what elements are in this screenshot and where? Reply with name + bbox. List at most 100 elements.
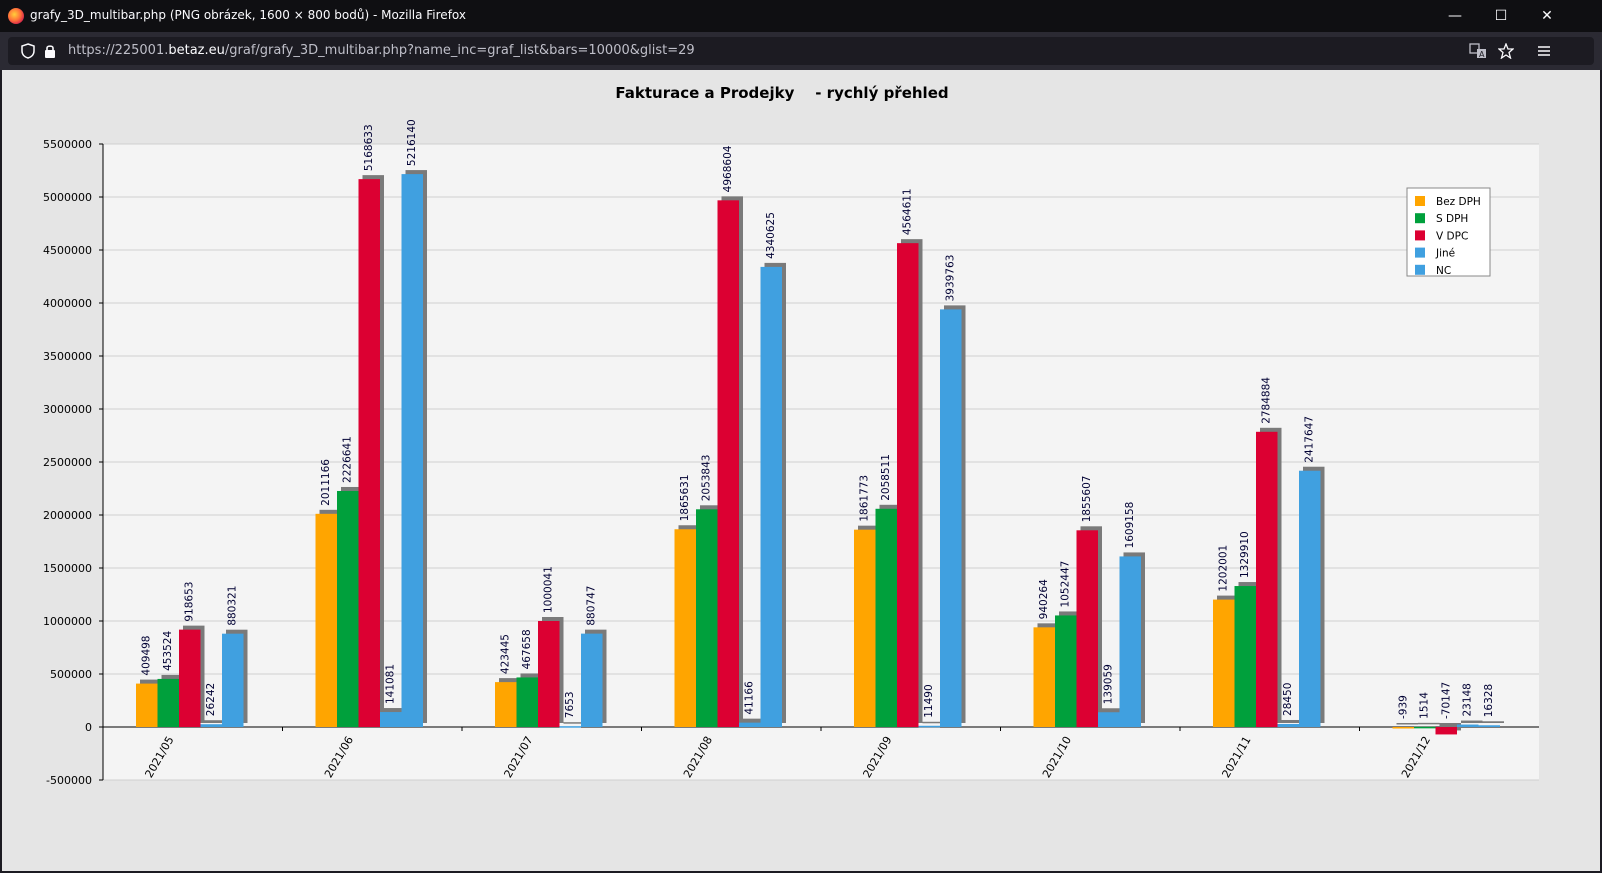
bar (674, 529, 696, 727)
data-label: 5216140 (406, 119, 418, 166)
bar (940, 309, 962, 727)
bars (136, 170, 1504, 735)
bar (1033, 627, 1055, 727)
bar-shadow (1396, 723, 1418, 725)
legend-label: S DPH (1436, 213, 1468, 225)
bar (1213, 599, 1235, 727)
bar (1119, 556, 1141, 727)
bar-shadow (1482, 721, 1504, 723)
chart-title: Fakturace a Prodejky - rychlý přehled (615, 84, 948, 102)
y-tick-label: 3000000 (43, 403, 92, 416)
data-label: 2053843 (701, 455, 713, 502)
translate-icon[interactable]: A (1468, 41, 1488, 61)
legend-label: Bez DPH (1436, 196, 1481, 208)
bar (222, 633, 244, 727)
bar (1414, 726, 1436, 729)
bar (337, 490, 359, 727)
bar (696, 509, 718, 727)
bar-shadow (1418, 722, 1440, 725)
bar (918, 725, 940, 728)
data-label: 11490 (923, 684, 935, 717)
y-tick-label: 4500000 (43, 244, 92, 257)
bar (179, 629, 201, 727)
bar (380, 712, 402, 727)
bar (516, 677, 538, 727)
bar (538, 620, 560, 727)
data-label: 1202001 (1218, 545, 1230, 592)
data-labels: 409498 453524 918653 26242 880321 2011166 2226… (141, 119, 1496, 719)
lock-icon[interactable] (40, 41, 60, 61)
legend-label: V DPC (1436, 230, 1468, 242)
bar (1098, 712, 1120, 727)
bar (1076, 530, 1098, 727)
bar (1478, 725, 1500, 727)
bar (760, 266, 782, 727)
menu-icon[interactable] (1534, 41, 1554, 61)
bar (1256, 431, 1278, 727)
bar-shadow (1281, 719, 1303, 723)
data-label: 26242 (205, 683, 217, 716)
grid-lines (103, 143, 1539, 781)
data-label: 453524 (162, 631, 174, 671)
data-label: 4340625 (765, 212, 777, 259)
data-label: 2011166 (320, 459, 332, 506)
y-tick-label: 3500000 (43, 350, 92, 363)
url-bar[interactable]: https://225001.betaz.eu/graf/grafy_3D_mu… (8, 37, 1594, 65)
y-tick-label: 500000 (50, 668, 92, 681)
bar-shadow (743, 718, 765, 723)
bar-shadow (204, 720, 226, 723)
bar (1457, 724, 1479, 727)
close-button[interactable]: ✕ (1541, 8, 1553, 24)
data-label: 1329910 (1239, 531, 1251, 578)
bar (315, 513, 337, 727)
bar (875, 508, 897, 727)
data-label: 2058511 (880, 454, 892, 501)
y-tick-label: 5500000 (43, 138, 92, 151)
legend-swatch (1415, 247, 1425, 258)
data-label: 880747 (586, 586, 598, 626)
data-label: 1000041 (543, 566, 555, 613)
y-tick-label: 5000000 (43, 191, 92, 204)
data-label: 141081 (385, 664, 397, 704)
data-label: 1609158 (1124, 502, 1136, 549)
svg-text:A: A (1479, 50, 1485, 59)
y-tick-label: 1500000 (43, 562, 92, 575)
data-label: 918653 (184, 582, 196, 622)
data-label: -939 (1397, 695, 1409, 719)
data-label: 23148 (1462, 683, 1474, 716)
bookmark-star-icon[interactable] (1496, 41, 1516, 61)
bar (495, 682, 517, 727)
maximize-button[interactable]: ☐ (1494, 8, 1508, 24)
window-title: grafy_3D_multibar.php (PNG obrázek, 1600… (30, 8, 466, 22)
data-label: 4564611 (902, 188, 914, 235)
legend-label: Jiné (1435, 248, 1455, 260)
legend-swatch (1415, 213, 1425, 224)
y-tick-label: 0 (85, 721, 92, 734)
data-label: 2226641 (342, 436, 354, 483)
bar (559, 726, 581, 728)
url-text[interactable]: https://225001.betaz.eu/graf/grafy_3D_mu… (68, 43, 695, 58)
bar (1277, 723, 1299, 727)
bar-shadow (1461, 720, 1483, 723)
data-label: 1855607 (1081, 476, 1093, 523)
data-label: 4968604 (722, 145, 734, 192)
legend-swatch (1415, 230, 1425, 241)
firefox-logo-icon (8, 8, 24, 24)
bar (717, 200, 739, 727)
shield-icon[interactable] (18, 41, 38, 61)
bar (136, 683, 158, 727)
y-tick-label: 2000000 (43, 509, 92, 522)
data-label: 1865631 (679, 474, 691, 521)
bar (897, 243, 919, 727)
bar-shadow (1439, 723, 1461, 731)
minimize-button[interactable]: — (1448, 8, 1462, 24)
bar (401, 174, 423, 727)
data-label: -70147 (1440, 682, 1452, 719)
data-label: 41166 (744, 681, 756, 715)
bar (157, 678, 179, 727)
data-label: 1514 (1419, 692, 1431, 719)
legend: Bez DPH S DPH V DPC Jiné NC (1406, 187, 1491, 277)
data-label: 2417647 (1304, 416, 1316, 463)
legend-label: NC (1436, 265, 1451, 277)
data-label: 1052447 (1060, 561, 1072, 608)
